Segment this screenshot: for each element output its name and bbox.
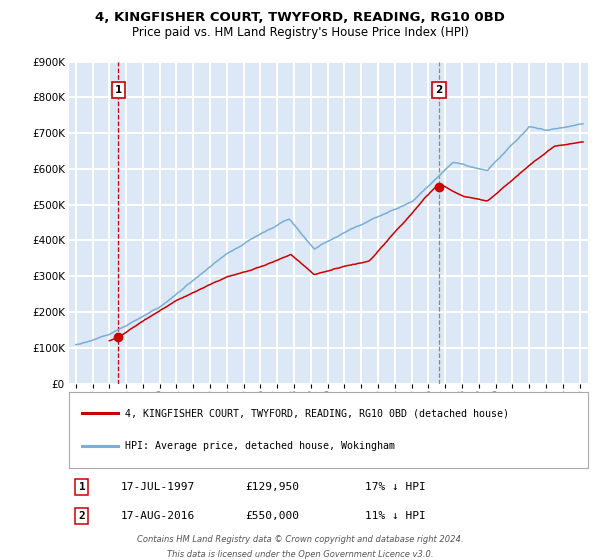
Text: 17-JUL-1997: 17-JUL-1997 [121,482,195,492]
Text: 4, KINGFISHER COURT, TWYFORD, READING, RG10 0BD (detached house): 4, KINGFISHER COURT, TWYFORD, READING, R… [125,408,509,418]
Text: £129,950: £129,950 [245,482,299,492]
Text: 4, KINGFISHER COURT, TWYFORD, READING, RG10 0BD: 4, KINGFISHER COURT, TWYFORD, READING, R… [95,11,505,25]
Text: 2: 2 [79,511,85,521]
Text: £550,000: £550,000 [245,511,299,521]
Text: 1: 1 [115,85,122,95]
Text: Price paid vs. HM Land Registry's House Price Index (HPI): Price paid vs. HM Land Registry's House … [131,26,469,39]
Text: HPI: Average price, detached house, Wokingham: HPI: Average price, detached house, Woki… [125,441,395,451]
Text: This data is licensed under the Open Government Licence v3.0.: This data is licensed under the Open Gov… [167,550,433,559]
Text: 1: 1 [79,482,85,492]
Text: 2: 2 [436,85,443,95]
Text: 17-AUG-2016: 17-AUG-2016 [121,511,195,521]
Text: Contains HM Land Registry data © Crown copyright and database right 2024.: Contains HM Land Registry data © Crown c… [137,535,463,544]
Text: 11% ↓ HPI: 11% ↓ HPI [365,511,425,521]
Text: 17% ↓ HPI: 17% ↓ HPI [365,482,425,492]
